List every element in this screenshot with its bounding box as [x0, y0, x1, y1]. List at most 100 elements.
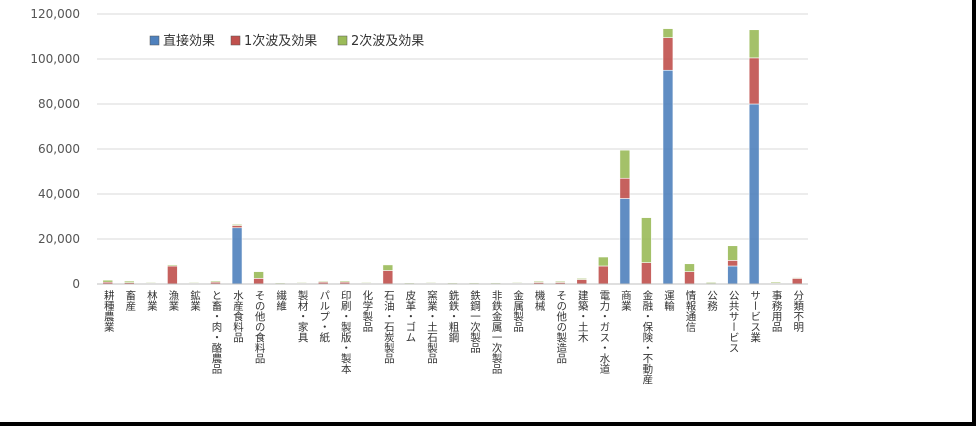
- bar-segment-3: [533, 280, 544, 283]
- bar-segment-3: [145, 282, 157, 284]
- y-tick-label: 40,000: [38, 187, 80, 201]
- legend-swatch: [230, 35, 241, 46]
- y-tick-label: 80,000: [38, 97, 80, 111]
- x-tick-label: 機械: [534, 289, 546, 312]
- bar-segment-2: [382, 270, 394, 285]
- bar-segment-3: [296, 282, 307, 284]
- x-tick-label: パルプ・紙: [318, 290, 330, 343]
- y-axis-ticks: 0 20,000 40,000 60,000 80,000 100,000 120,000: [30, 7, 80, 291]
- bar-segment-2: [748, 57, 760, 105]
- bar-segment-3: [425, 282, 437, 284]
- x-tick-label: 銑鉄・粗鋼: [448, 289, 460, 343]
- bar-segment-1: [619, 198, 631, 285]
- x-tick-label: 非鉄金属一次製品: [491, 290, 503, 375]
- bar-segment-2: [167, 265, 178, 285]
- bar-segment-3: [727, 245, 738, 261]
- x-tick-label: 公務: [706, 290, 718, 312]
- bar-segment-2: [253, 278, 264, 285]
- x-tick-label: サービス業: [749, 290, 761, 343]
- x-tick-label: 事務用品: [771, 289, 783, 333]
- legend-label: 2次波及効果: [351, 33, 424, 49]
- x-tick-label: 林業: [146, 289, 158, 312]
- x-tick-label: 運輸: [663, 290, 675, 312]
- x-tick-label: 化学製品: [361, 289, 373, 333]
- x-tick-label: 分類不明: [792, 290, 804, 333]
- x-tick-label: と畜・肉・酪農品: [211, 290, 223, 375]
- bar-segment-2: [641, 262, 652, 285]
- bar-segment-2: [662, 37, 674, 71]
- x-tick-label: 建築・土木: [577, 289, 589, 343]
- x-tick-label: 耕種農業: [103, 289, 115, 333]
- bar-segment-3: [382, 264, 394, 271]
- y-tick-label: 120,000: [30, 7, 80, 21]
- bar-segment-2: [727, 260, 738, 267]
- x-tick-label: 印刷・製版・製本: [340, 290, 352, 375]
- bar-segment-2: [791, 278, 803, 285]
- bar-segment-2: [231, 225, 243, 229]
- bar-segment-3: [598, 256, 609, 267]
- bar-segment-3: [748, 29, 760, 59]
- x-tick-label: 畜産: [124, 289, 136, 312]
- bar-segment-2: [684, 271, 695, 285]
- x-tick-label: 繊維: [275, 289, 287, 311]
- bar-segment-3: [641, 217, 652, 263]
- x-tick-label: 鉱業: [189, 289, 201, 312]
- bars: [102, 28, 803, 285]
- legend-swatch: [149, 35, 160, 46]
- x-tick-label: 電力・ガス・水道: [598, 290, 610, 374]
- bar-segment-3: [167, 264, 178, 267]
- bar-segment-1: [662, 69, 674, 285]
- bar-segment-3: [705, 282, 717, 284]
- x-tick-label: 漁業: [167, 289, 179, 312]
- bar-segment-3: [231, 224, 243, 226]
- bar-segment-1: [748, 103, 760, 285]
- bar-segment-1: [231, 227, 243, 285]
- x-tick-label: 金融・保険・不動産: [641, 289, 653, 385]
- bar-segment-2: [576, 279, 588, 285]
- x-tick-label: 情報通信: [685, 289, 697, 333]
- bar-segment-3: [253, 271, 264, 279]
- x-tick-label: 窯業・土石製品: [426, 289, 438, 364]
- bar-segment-3: [511, 282, 523, 284]
- legend-label: 1次波及効果: [244, 33, 317, 49]
- bar-segment-3: [188, 282, 200, 284]
- bar-segment-3: [404, 282, 415, 284]
- bar-segment-2: [598, 265, 609, 285]
- bar-segment-3: [684, 263, 695, 272]
- bar-segment-3: [102, 279, 114, 283]
- bar-segment-3: [770, 281, 781, 284]
- legend: 直接効果 1次波及効果 2次波及効果: [149, 33, 424, 49]
- x-tick-label: 水産食料品: [232, 290, 244, 343]
- bar-segment-3: [317, 280, 329, 283]
- y-tick-label: 60,000: [38, 142, 80, 156]
- bar-segment-3: [361, 282, 372, 284]
- x-tick-label: 鉄鋼一次製品: [469, 289, 481, 354]
- y-tick-label: 0: [72, 277, 80, 291]
- legend-swatch: [337, 35, 348, 46]
- x-tick-label: 石油・石炭製品: [383, 290, 395, 364]
- bar-segment-3: [124, 280, 135, 283]
- bar-segment-3: [662, 28, 674, 38]
- bar-segment-2: [619, 177, 631, 199]
- bar-segment-3: [339, 280, 351, 283]
- x-tick-label: その他の食料品: [254, 290, 266, 364]
- x-tick-label: 商業: [620, 289, 632, 312]
- y-tick-label: 20,000: [38, 232, 80, 246]
- x-tick-label: 皮革・ゴム: [404, 289, 416, 342]
- gridlines: [97, 13, 808, 240]
- bar-segment-3: [619, 149, 631, 179]
- bar-segment-3: [554, 280, 566, 283]
- bar-segment-1: [727, 265, 738, 285]
- bar-segment-3: [210, 280, 221, 283]
- y-tick-label: 100,000: [30, 52, 80, 66]
- legend-label: 直接効果: [163, 33, 215, 49]
- bar-segment-3: [576, 278, 588, 280]
- x-tick-label: その他の製造品: [555, 290, 567, 364]
- x-tick-label: 公共サービス: [728, 290, 740, 353]
- bar-segment-3: [791, 277, 803, 279]
- x-tick-label: 金属製品: [512, 289, 524, 333]
- x-axis-ticks: 耕種農業 畜産 林業 漁業 鉱業 と畜・肉・酪農品 水産食料品 その他の食料品 繊維 製材・家具パ…: [103, 289, 804, 385]
- x-tick-label: 製材・家具: [297, 289, 309, 343]
